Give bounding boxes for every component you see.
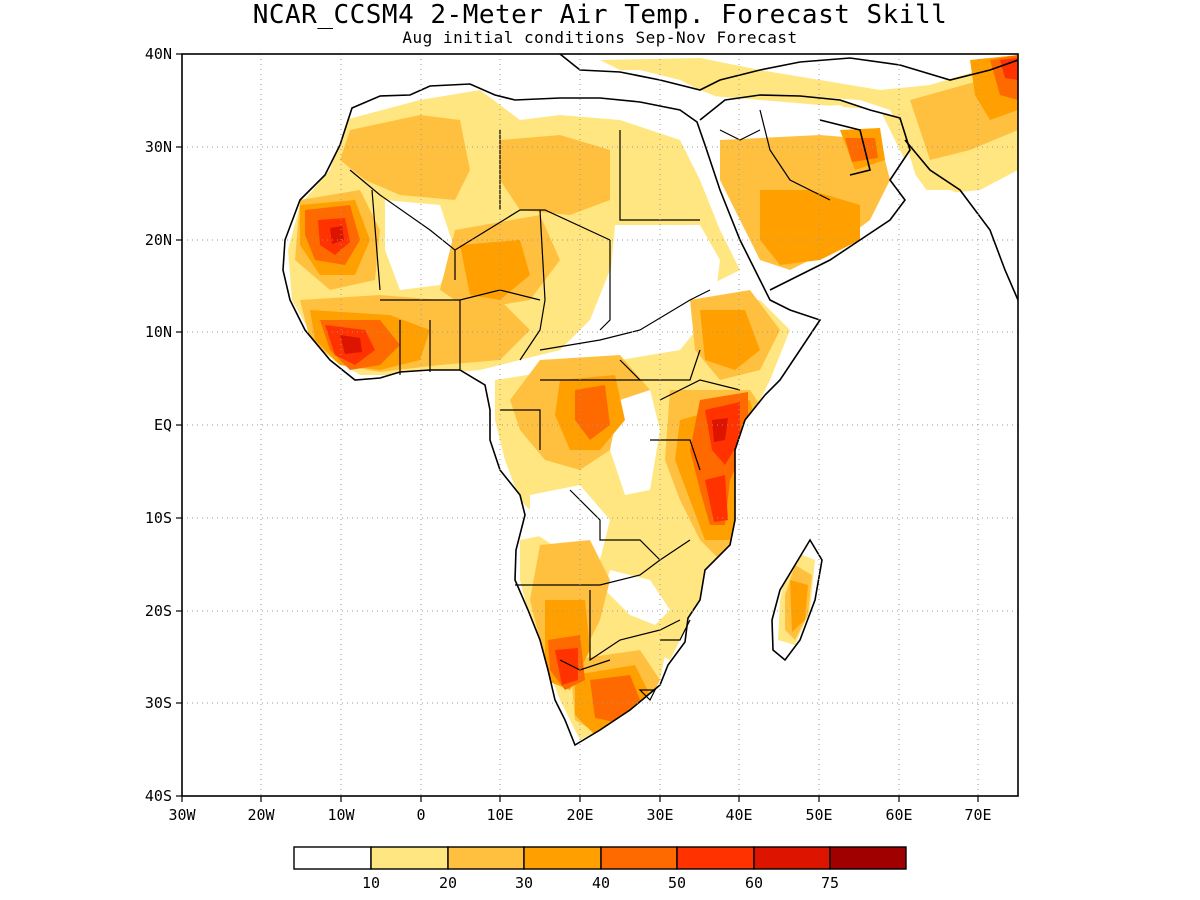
lon-label: 30E — [646, 806, 673, 824]
colorbar-label: 75 — [821, 874, 839, 892]
lon-label: 20W — [247, 806, 275, 824]
colorbar-label: 10 — [362, 874, 380, 892]
lon-label: 70E — [964, 806, 991, 824]
graticule — [182, 54, 1018, 796]
country-borders — [349, 109, 831, 702]
colorbar-box — [676, 846, 755, 870]
lon-label: 40E — [725, 806, 752, 824]
skill-field — [288, 55, 1018, 740]
colorbar-box — [293, 846, 372, 870]
lat-label: 20N — [145, 231, 172, 249]
lon-label: 60E — [885, 806, 912, 824]
lat-label: 30N — [145, 138, 172, 156]
lat-label: 40S — [145, 787, 172, 805]
lat-label: EQ — [154, 416, 172, 434]
colorbar-label: 60 — [745, 874, 763, 892]
longitude-labels: 30W 20W 10W 0 10E 20E 30E 40E 50E 60E 70… — [168, 806, 991, 824]
lat-label: 10N — [145, 323, 172, 341]
colorbar-box — [753, 846, 831, 870]
colorbar-box — [829, 846, 907, 870]
colorbar-box — [370, 846, 449, 870]
colorbar-box — [447, 846, 525, 870]
colorbar-label: 50 — [668, 874, 686, 892]
lon-label: 0 — [416, 806, 425, 824]
lat-label: 10S — [145, 509, 172, 527]
colorbar-label: 30 — [515, 874, 533, 892]
colorbar-box — [600, 846, 678, 870]
lat-label: 40N — [145, 45, 172, 63]
map-subtitle: Aug initial conditions Sep-Nov Forecast — [402, 28, 798, 47]
lon-label: 30W — [168, 806, 196, 824]
colorbar-label: 40 — [592, 874, 610, 892]
latitude-labels: 40N 30N 20N 10N EQ 10S 20S 30S 40S — [145, 45, 172, 805]
lat-label: 30S — [145, 694, 172, 712]
lon-label: 10E — [486, 806, 513, 824]
colorbar-box — [523, 846, 602, 870]
tick-marks — [176, 53, 979, 802]
colorbar-labels: 10 20 30 40 50 60 75 — [362, 874, 839, 892]
lon-label: 10W — [327, 806, 355, 824]
skill-60-75 — [330, 226, 728, 442]
colorbar — [293, 846, 907, 870]
lat-label: 20S — [145, 602, 172, 620]
lon-label: 50E — [805, 806, 832, 824]
coastlines — [282, 54, 1018, 747]
colorbar-label: 20 — [439, 874, 457, 892]
map-title: NCAR_CCSM4 2-Meter Air Temp. Forecast Sk… — [252, 0, 948, 30]
lon-label: 20E — [566, 806, 593, 824]
